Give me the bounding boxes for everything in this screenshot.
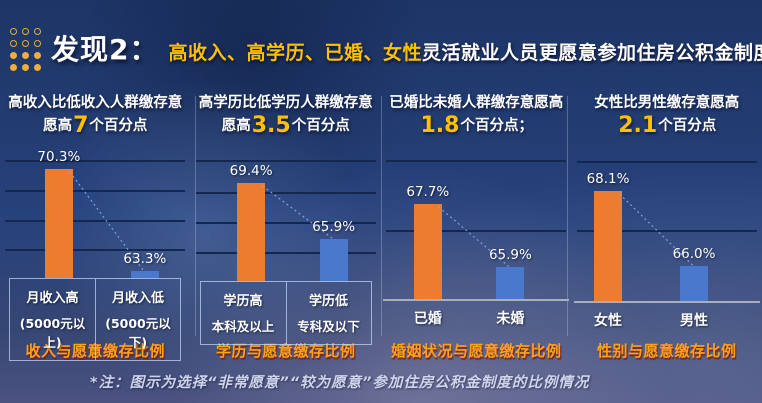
category-labels: 女性 男性 — [581, 310, 753, 330]
panel-title-text: 高收入比低收入人群缴存意愿高 — [8, 95, 183, 135]
panel-3: 已婚比未婚人群缴存意愿高 1.8个百分点； 67.7% 65.9% 婚姻状况与愿意缴… — [381, 88, 572, 388]
category-sublabel: 专科及以下 — [297, 319, 360, 334]
category-label: 男性 — [680, 313, 709, 329]
panel-4: 女性比男性缴存意愿高 2.1个百分点 68.1% 66.0% 性别与愿意缴存比例 女… — [572, 88, 762, 388]
panel-2: 高学历比低学历人群缴存意愿高3.5个百分点 69.4% 65.9% 学历与愿意缴存… — [191, 88, 382, 388]
panel-title-text: 高学历比低学历人群缴存意愿高 — [198, 95, 373, 135]
headline-highlight: 高收入、高学历、已婚、女性 — [168, 41, 422, 64]
category-sublabel: (5000元以下) — [105, 316, 171, 350]
category-sublabel: 本科及以上 — [211, 319, 275, 334]
highlight-number: 3.5 — [251, 113, 291, 139]
headline-rest: 灵活就业人员更愿意参加住房公积金制度 — [422, 41, 762, 64]
bar-primary — [594, 191, 623, 301]
panel-title: 已婚比未婚人群缴存意愿高 1.8个百分点； — [387, 92, 566, 138]
panel-divider — [381, 96, 382, 336]
bar-primary — [237, 183, 266, 281]
bar-value-label: 67.7% — [406, 184, 450, 200]
bar-value-label: 66.0% — [672, 246, 716, 262]
panel-title-text: 个百分点； — [460, 118, 533, 135]
category-sublabel: (5000元以上) — [19, 316, 86, 350]
bar-primary — [413, 204, 442, 299]
bar-value-label: 69.4% — [229, 163, 273, 179]
bar-secondary — [130, 271, 159, 278]
panel-title-text: 个百分点 — [89, 118, 148, 135]
highlight-number: 1.8 — [420, 113, 460, 139]
footnote: *注：图示为选择“非常愿意”“较为愿意”参加住房公积金制度的比例情况 — [90, 375, 590, 391]
bar-chart: 69.4% 65.9% — [195, 152, 376, 281]
bar-secondary — [319, 239, 348, 281]
axis-baseline — [573, 301, 760, 303]
panel-caption: 收入与愿意缴存比例 — [25, 342, 165, 360]
headline: 发现2： 高收入、高学历、已婚、女性灵活就业人员更愿意参加住房公积金制度 — [51, 28, 762, 68]
panel-title-text: 个百分点 — [658, 118, 717, 135]
panel-title: 女性比男性缴存意愿高 2.1个百分点 — [578, 92, 757, 138]
header: 发现2： 高收入、高学历、已婚、女性灵活就业人员更愿意参加住房公积金制度 — [8, 22, 762, 73]
gridline — [386, 160, 566, 162]
gridline — [576, 161, 757, 163]
bar-secondary — [496, 267, 525, 299]
gridline — [195, 192, 376, 194]
gridline — [5, 190, 185, 192]
panel-divider — [195, 96, 196, 336]
panel-title: 高收入比低收入人群缴存意愿高7个百分点 — [6, 92, 185, 138]
category-label-boxes: 学历高 本科及以上 学历低 专科及以下 — [199, 281, 372, 345]
category-labels: 已婚 未婚 — [390, 308, 562, 328]
highlight-number: 7 — [73, 113, 89, 139]
gridline — [5, 220, 185, 222]
panel-title: 高学历比低学历人群缴存意愿高3.5个百分点 — [197, 92, 376, 138]
category-label: 月收入高 (5000元以上) — [10, 279, 95, 360]
bar-value-label: 65.9% — [488, 247, 532, 263]
panel-1: 高收入比低收入人群缴存意愿高7个百分点 70.3% 63.3% 收入与愿意缴存比例… — [0, 88, 191, 388]
panels: 高收入比低收入人群缴存意愿高7个百分点 70.3% 63.3% 收入与愿意缴存比例… — [0, 88, 762, 388]
axis-baseline — [383, 299, 569, 301]
page-title: 发现2： — [51, 32, 159, 66]
category-label: 学历高 本科及以上 — [201, 282, 286, 344]
category-label: 月收入低 (5000元以下) — [95, 279, 180, 360]
category-label-boxes: 月收入高 (5000元以上) 月收入低 (5000元以下) — [9, 278, 181, 361]
gridline — [5, 160, 185, 162]
bar-secondary — [680, 266, 709, 301]
bar-chart: 68.1% 66.0% — [576, 152, 757, 301]
panel-caption: 性别与愿意缴存比例 — [596, 342, 737, 360]
gridline — [195, 252, 376, 254]
bar-primary — [44, 169, 73, 278]
panel-title-text: 已婚比未婚人群缴存意愿高 — [389, 95, 564, 111]
bar-value-label: 70.3% — [37, 149, 81, 165]
bar-chart: 70.3% 63.3% — [5, 149, 185, 278]
category-label: 未婚 — [496, 311, 525, 327]
gridline — [195, 160, 376, 162]
bar-value-label: 63.3% — [123, 251, 167, 267]
category-label: 已婚 — [413, 311, 442, 327]
panel-title-text: 个百分点 — [291, 118, 350, 135]
panel-title-text: 女性比男性缴存意愿高 — [594, 95, 740, 111]
highlight-number: 2.1 — [618, 113, 658, 139]
bar-chart: 67.7% 65.9% — [386, 152, 566, 299]
panel-caption: 学历与愿意缴存比例 — [215, 342, 356, 360]
bar-value-label: 68.1% — [586, 171, 630, 187]
category-label: 学历低 专科及以下 — [285, 282, 371, 344]
panel-divider — [567, 96, 568, 336]
category-label: 女性 — [594, 313, 623, 329]
bar-value-label: 65.9% — [312, 219, 356, 235]
panel-caption: 婚姻状况与愿意缴存比例 — [390, 342, 562, 360]
dots-grid-icon — [10, 28, 43, 73]
